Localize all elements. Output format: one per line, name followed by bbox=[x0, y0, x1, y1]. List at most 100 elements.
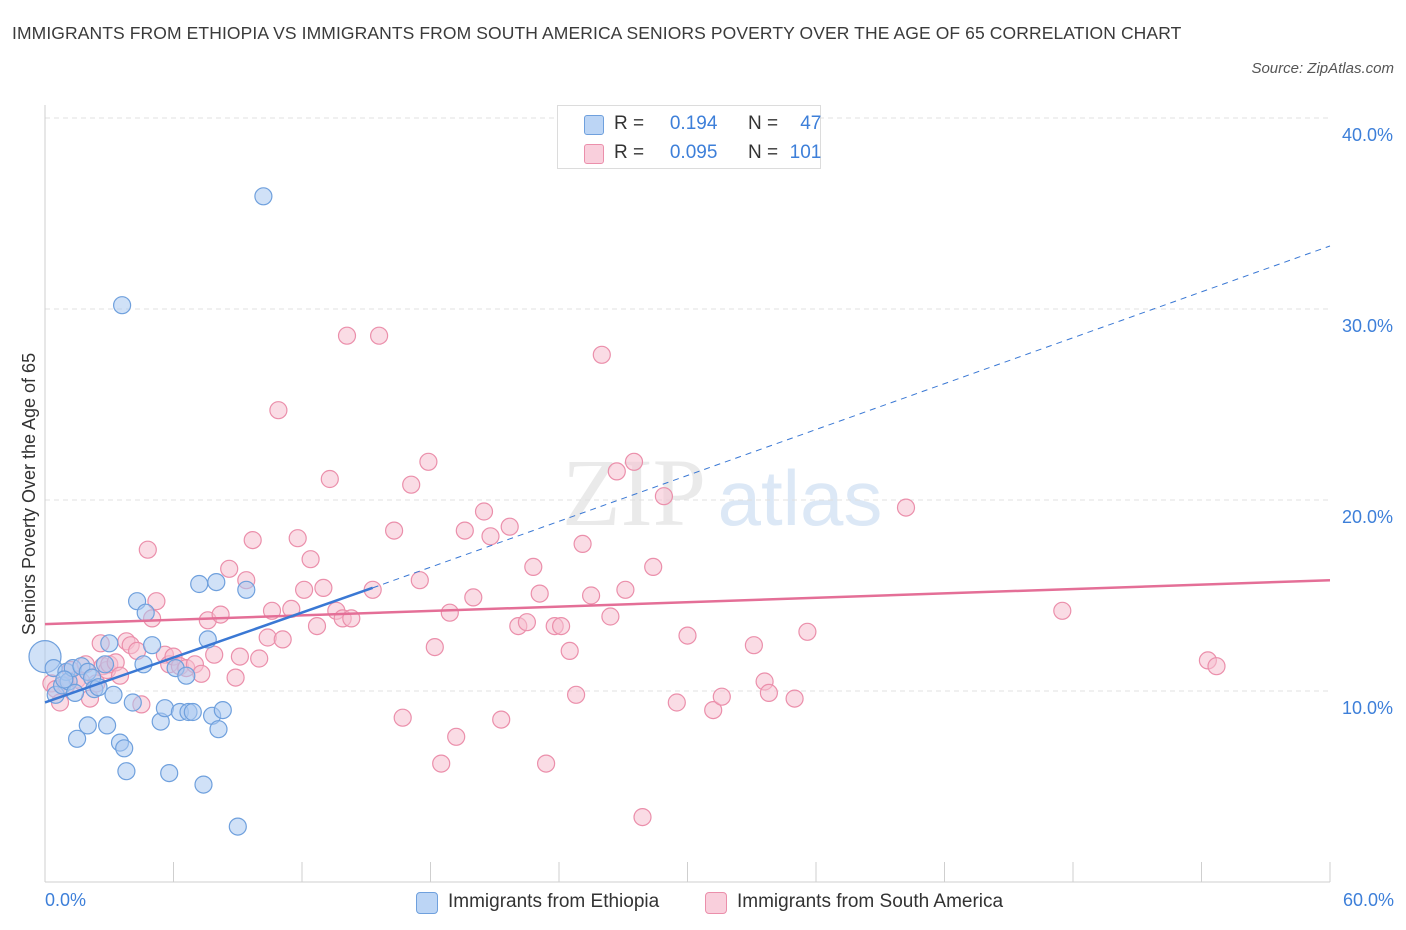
watermark-atlas: atlas bbox=[718, 454, 883, 542]
south-america-point bbox=[759, 683, 779, 703]
south-america-point bbox=[211, 605, 230, 624]
ethiopia-point bbox=[190, 574, 209, 594]
ethiopia-point bbox=[112, 296, 132, 315]
south-america-point bbox=[530, 584, 549, 603]
south-america-point bbox=[314, 578, 333, 598]
x-tick-label-max: 60.0% bbox=[1342, 890, 1394, 910]
ethiopia-point bbox=[67, 729, 87, 748]
series-legend: Immigrants from Ethiopia Immigrants from… bbox=[0, 888, 1406, 916]
ethiopia-point bbox=[160, 763, 179, 783]
south-america-point bbox=[432, 754, 451, 773]
r-value-ethiopia: 0.194 bbox=[669, 113, 718, 134]
south-america-point bbox=[220, 559, 239, 578]
ethiopia-point bbox=[78, 716, 97, 735]
south-america-legend-swatch bbox=[705, 892, 727, 914]
south-america-point bbox=[644, 557, 663, 577]
south-america-point bbox=[307, 616, 327, 636]
south-america-point bbox=[601, 607, 620, 626]
south-america-point bbox=[425, 637, 444, 657]
south-america-point bbox=[492, 710, 511, 729]
south-america-point bbox=[1053, 601, 1072, 620]
south-america-point bbox=[440, 603, 459, 622]
n-label: N = bbox=[747, 142, 779, 163]
south-america-point bbox=[712, 687, 731, 706]
ethiopia-point bbox=[228, 817, 247, 836]
r-value-south-america: 0.095 bbox=[669, 142, 718, 163]
south-america-point bbox=[744, 636, 764, 655]
ethiopia-point bbox=[237, 580, 256, 599]
ethiopia-point bbox=[183, 702, 202, 722]
south-america-point bbox=[192, 664, 211, 683]
ethiopia-legend-swatch bbox=[416, 892, 438, 914]
ethiopia-point bbox=[55, 670, 74, 689]
south-america-point bbox=[393, 708, 412, 727]
south-america-point bbox=[402, 475, 421, 494]
legend-label-south-america: Immigrants from South America bbox=[737, 891, 1004, 912]
legend-label-ethiopia: Immigrants from Ethiopia bbox=[448, 891, 660, 912]
source-note: Source: ZipAtlas.com bbox=[1251, 60, 1394, 77]
south-america-point bbox=[410, 571, 429, 590]
south-america-point bbox=[243, 530, 262, 550]
ethiopia-point bbox=[95, 655, 115, 674]
south-america-point bbox=[147, 592, 166, 611]
south-america-point bbox=[464, 588, 483, 607]
ethiopia-trend-extension bbox=[372, 245, 1331, 589]
south-america-point bbox=[447, 727, 466, 746]
ethiopia-point bbox=[155, 699, 174, 718]
south-america-point bbox=[481, 527, 500, 546]
ethiopia-point bbox=[104, 685, 123, 704]
south-america-point bbox=[616, 580, 635, 599]
ethiopia-point bbox=[123, 693, 142, 712]
south-america-point bbox=[337, 326, 357, 345]
south-america-point bbox=[678, 626, 697, 645]
ethiopia-point bbox=[177, 666, 196, 685]
y-axis-title: Seniors Poverty Over the Age of 65 bbox=[19, 353, 39, 635]
chart-title: IMMIGRANTS FROM ETHIOPIA VS IMMIGRANTS F… bbox=[12, 23, 1182, 43]
south-america-point bbox=[566, 685, 586, 704]
series-ethiopia-points bbox=[28, 187, 273, 836]
stats-legend: R = 0.194 N = 47 R = 0.095 N = 101 bbox=[557, 105, 821, 169]
ethiopia-point bbox=[100, 634, 119, 653]
south-america-point bbox=[419, 452, 438, 471]
south-america-point bbox=[592, 345, 611, 364]
ethiopia-point bbox=[207, 572, 226, 592]
ethiopia-point bbox=[136, 603, 155, 622]
south-america-point bbox=[654, 487, 674, 506]
south-america-point bbox=[704, 700, 723, 720]
south-america-point bbox=[474, 502, 494, 521]
ethiopia-point bbox=[213, 700, 232, 720]
south-america-point bbox=[573, 534, 592, 554]
trend-lines bbox=[44, 245, 1331, 704]
south-america-point bbox=[560, 641, 579, 661]
south-america-point bbox=[269, 401, 288, 420]
n-label: N = bbox=[747, 113, 779, 134]
south-america-point bbox=[624, 452, 644, 471]
axes bbox=[44, 105, 1331, 883]
south-america-point bbox=[517, 613, 537, 632]
ethiopia-point bbox=[209, 720, 228, 739]
n-value-south-america: 101 bbox=[789, 142, 822, 163]
ethiopia-point bbox=[143, 636, 162, 655]
south-america-point bbox=[785, 689, 804, 708]
south-america-point bbox=[1207, 657, 1226, 676]
ethiopia-point bbox=[97, 716, 117, 735]
south-america-point bbox=[607, 462, 626, 481]
ethiopia-swatch bbox=[584, 115, 604, 135]
x-tick-label-min: 0.0% bbox=[45, 890, 87, 910]
south-america-point bbox=[273, 630, 292, 649]
south-america-point bbox=[524, 557, 543, 577]
zipatlas-watermark: ZIP atlas bbox=[562, 439, 882, 546]
south-america-point bbox=[551, 616, 571, 636]
south-america-point bbox=[258, 628, 277, 647]
south-america-point bbox=[455, 521, 474, 540]
south-america-point bbox=[633, 807, 652, 827]
south-america-point bbox=[500, 517, 519, 536]
ethiopia-point bbox=[194, 775, 213, 794]
ethiopia-point bbox=[117, 762, 136, 781]
ethiopia-point bbox=[254, 187, 273, 206]
y-tick-label: 20.0% bbox=[1342, 507, 1393, 527]
r-label: R = bbox=[614, 142, 645, 163]
south-america-swatch bbox=[584, 144, 604, 164]
south-america-point bbox=[230, 647, 249, 666]
